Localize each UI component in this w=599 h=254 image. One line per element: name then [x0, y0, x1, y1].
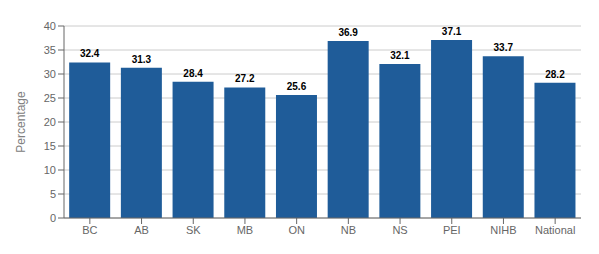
svg-text:40: 40: [44, 20, 56, 32]
svg-text:32.1: 32.1: [390, 50, 410, 61]
svg-text:5: 5: [50, 188, 56, 200]
svg-text:28.4: 28.4: [183, 68, 203, 79]
svg-text:ON: ON: [288, 224, 305, 236]
svg-text:MB: MB: [237, 224, 254, 236]
svg-text:15: 15: [44, 140, 56, 152]
svg-text:36.9: 36.9: [338, 27, 358, 38]
svg-text:10: 10: [44, 164, 56, 176]
svg-text:0: 0: [50, 212, 56, 224]
svg-text:27.2: 27.2: [235, 73, 255, 84]
svg-text:NS: NS: [392, 224, 407, 236]
svg-text:20: 20: [44, 116, 56, 128]
svg-text:35: 35: [44, 44, 56, 56]
svg-text:33.7: 33.7: [494, 42, 514, 53]
svg-text:25.6: 25.6: [287, 81, 307, 92]
svg-text:NIHB: NIHB: [490, 224, 516, 236]
svg-text:25: 25: [44, 92, 56, 104]
svg-text:BC: BC: [82, 224, 97, 236]
svg-text:PEI: PEI: [443, 224, 461, 236]
svg-text:31.3: 31.3: [132, 54, 152, 65]
svg-text:SK: SK: [186, 224, 201, 236]
svg-text:NB: NB: [341, 224, 356, 236]
svg-text:Percentage: Percentage: [14, 91, 28, 153]
svg-text:30: 30: [44, 68, 56, 80]
svg-text:28.2: 28.2: [545, 69, 565, 80]
svg-text:AB: AB: [134, 224, 149, 236]
svg-text:National: National: [535, 224, 575, 236]
svg-text:37.1: 37.1: [442, 26, 462, 37]
svg-text:32.4: 32.4: [80, 48, 100, 59]
